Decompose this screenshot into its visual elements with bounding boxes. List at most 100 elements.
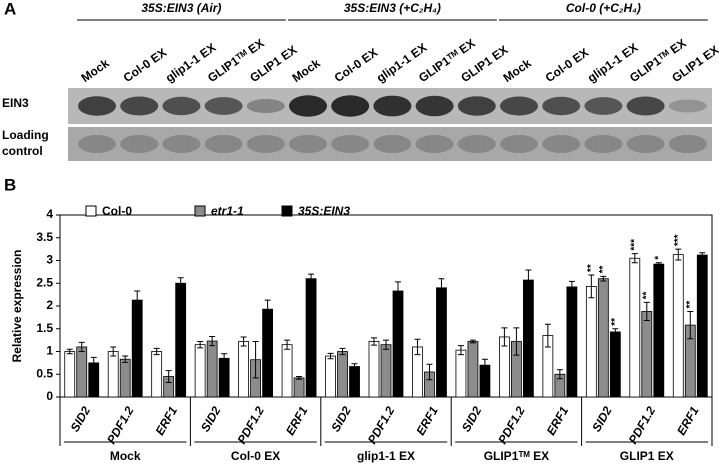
band	[626, 96, 665, 116]
bar	[609, 331, 621, 398]
panel-label: B	[4, 175, 16, 194]
error-bar	[469, 339, 476, 344]
row-label: Loading	[2, 128, 49, 142]
lane-label: Col-0 EX	[332, 45, 380, 85]
bar	[131, 299, 143, 398]
bar	[218, 357, 230, 398]
significance: **	[641, 291, 652, 299]
error-bar	[252, 340, 259, 379]
bar	[585, 286, 597, 398]
band	[500, 96, 538, 116]
bar	[238, 341, 250, 398]
error-bar	[165, 370, 172, 383]
bar	[349, 366, 360, 398]
band	[584, 97, 623, 115]
legend-swatch	[281, 205, 293, 217]
error-bar	[426, 363, 433, 381]
bar	[653, 263, 665, 398]
group-label: glip1-1 EX	[357, 449, 415, 463]
error-bar	[395, 281, 401, 301]
error-bar	[264, 299, 271, 319]
bar	[566, 286, 578, 398]
y-tick-label: 3	[46, 253, 53, 267]
error-bar	[240, 336, 247, 347]
error-bar	[655, 262, 662, 267]
group-label: Mock	[110, 449, 141, 463]
x-tick-label: SID2	[589, 404, 615, 434]
error-bar	[414, 338, 421, 356]
error-bar	[438, 278, 445, 298]
error-bar	[383, 339, 389, 350]
error-bar	[568, 280, 575, 293]
bar	[523, 279, 534, 398]
x-tick-label: PDF1.2	[104, 404, 137, 447]
x-tick-label: ERF1	[544, 404, 572, 438]
loading-band	[331, 135, 370, 153]
x-tick-label: PDF1.2	[234, 404, 267, 447]
loading-band	[246, 135, 285, 153]
group-label: Col-0 EX	[231, 449, 280, 463]
error-bar	[631, 253, 638, 264]
significance: **	[598, 266, 609, 274]
bar	[64, 351, 76, 398]
x-tick-label: ERF1	[283, 404, 311, 438]
bar	[76, 346, 88, 398]
group-label: 35S:EIN3 (+C₂H₄)	[344, 1, 441, 15]
bar	[455, 349, 467, 398]
bar	[293, 377, 305, 398]
x-tick-label: SID2	[198, 404, 224, 434]
bar	[119, 358, 131, 398]
error-bar	[66, 348, 73, 355]
x-tick-label: ERF1	[674, 404, 702, 438]
band	[78, 96, 116, 116]
band	[542, 96, 581, 116]
loading-band	[204, 135, 243, 153]
error-bar	[296, 376, 303, 380]
x-tick-label: PDF1.2	[626, 404, 659, 447]
bar	[151, 351, 163, 398]
row-label: EIN3	[2, 96, 29, 110]
row-label: control	[2, 144, 43, 158]
error-bar	[221, 353, 228, 364]
legend-label: Col-0	[102, 204, 132, 218]
bar	[597, 278, 609, 398]
loading-band	[668, 135, 707, 153]
error-bar	[513, 327, 520, 356]
bar	[380, 344, 392, 398]
error-bar	[78, 341, 85, 352]
error-bar	[209, 335, 216, 347]
band	[204, 97, 243, 115]
error-bar	[643, 301, 650, 322]
bar	[175, 282, 187, 398]
significance: **	[586, 264, 597, 272]
error-bar	[308, 273, 315, 284]
legend-label: 35S:EIN3	[298, 204, 350, 218]
error-bar	[556, 369, 563, 380]
group-label: 35S:EIN3 (Air)	[141, 1, 221, 15]
bar	[368, 341, 380, 398]
loading-band	[584, 135, 623, 153]
bar	[107, 351, 119, 398]
error-bar	[457, 345, 464, 356]
loading-band	[542, 135, 581, 153]
bar	[696, 254, 708, 398]
error-bar	[687, 310, 694, 340]
y-tick-label: 3.5	[36, 230, 53, 244]
band	[331, 95, 370, 117]
bar	[305, 278, 317, 398]
loading-band	[415, 135, 454, 153]
legend-swatch	[85, 205, 97, 217]
bar	[262, 308, 274, 398]
error-bar	[351, 363, 358, 370]
error-bar	[327, 352, 334, 360]
panel-label: A	[4, 0, 16, 18]
significance: ***	[629, 239, 640, 251]
significance: **	[610, 318, 621, 326]
y-tick-label: 2	[46, 298, 53, 312]
x-tick-label: SID2	[68, 404, 94, 434]
loading-band	[457, 135, 496, 153]
band	[668, 99, 707, 113]
error-bar	[122, 355, 129, 363]
significance: **	[685, 301, 696, 309]
x-tick-label: ERF1	[413, 404, 441, 438]
